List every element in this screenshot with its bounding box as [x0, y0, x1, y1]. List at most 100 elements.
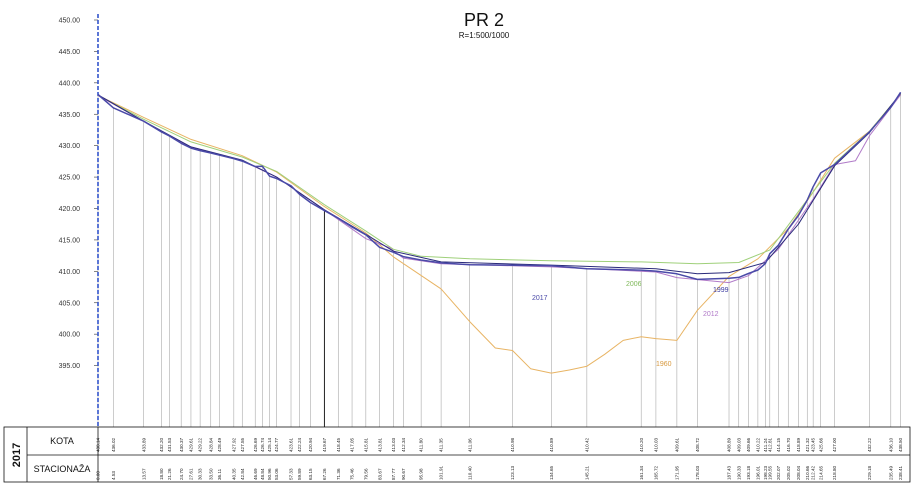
y-tick-label: 430.00 [59, 143, 81, 150]
kota-cell: 428.49 [217, 438, 222, 452]
kota-cell: 417.05 [350, 438, 355, 452]
kota-cell: 432.20 [159, 438, 164, 452]
kota-cell: 409.61 [675, 438, 680, 452]
y-tick-label: 395.00 [59, 363, 81, 370]
stacionaza-cell: 13.57 [141, 468, 146, 480]
y-tick-label: 420.00 [59, 206, 81, 213]
y-tick-label: 450.00 [59, 18, 81, 25]
y-tick-label: 400.00 [59, 332, 81, 339]
stacionaza-cell: 205.02 [786, 466, 791, 480]
kota-cell: 425.66 [818, 438, 823, 452]
stacionaza-cell: 134.65 [549, 466, 554, 480]
y-axis-tick-labels: 450.00 445.00 440.00 435.00 430.00 425.00 420.… [59, 18, 81, 371]
table-row-label-stacionaza: STACIONAŽA [34, 464, 91, 474]
y-tick-label: 435.00 [59, 112, 81, 119]
stacionaza-cell: 161.34 [639, 466, 644, 480]
stacionaza-cell: 30.33 [198, 468, 203, 480]
kota-cell: 427.92 [231, 438, 236, 452]
stacionaza-cell: 193.18 [746, 466, 751, 480]
kota-cell: 421.32 [805, 438, 810, 452]
stacionaza-cell: 178.03 [695, 466, 700, 480]
profile-lines [97, 91, 902, 374]
stacionaza-cell: 95.98 [419, 468, 424, 480]
stacionaza-cell: 57.33 [289, 468, 294, 480]
kota-cell: 431.53 [167, 438, 172, 452]
series-line-2017 [97, 91, 902, 281]
stacionaza-cell: 123.13 [510, 466, 515, 480]
y-tick-label: 415.00 [59, 237, 81, 244]
kota-cell: 438.50 [898, 438, 903, 452]
stacionaza-cell: 202.07 [776, 466, 781, 480]
stacionaza-cell: 208.04 [796, 466, 801, 480]
kota-cell: 423.61 [289, 438, 294, 452]
kota-cell: 410.98 [510, 438, 515, 452]
stacionaza-cell: 214.65 [818, 466, 823, 480]
kota-cell: 408.72 [695, 438, 700, 452]
stacionaza-cell: 63.15 [308, 468, 313, 480]
kota-cell: 408.89 [727, 438, 732, 452]
kota-cell: 436.10 [888, 438, 893, 452]
kota-cell: 410.42 [585, 438, 590, 452]
stacionaza-cell: 21.26 [167, 468, 172, 480]
y-tick-label: 405.00 [59, 300, 81, 307]
stacionaza-cell: 48.84 [260, 468, 265, 480]
kota-cell: 426.74 [260, 438, 265, 452]
series-label-2006: 2006 [626, 281, 642, 288]
series-line-2012 [97, 94, 901, 284]
kota-cell: 428.84 [208, 438, 213, 452]
stacionaza-cell: 46.69 [253, 468, 258, 480]
kota-cell: 415.81 [364, 438, 369, 452]
kota-cell: 411.06 [467, 438, 472, 452]
series-label-2012: 2012 [703, 311, 719, 318]
y-tick-label: 425.00 [59, 175, 81, 182]
kota-cell: 410.89 [549, 438, 554, 452]
stacionaza-cell: 83.67 [377, 468, 382, 480]
kota-cell: 423.45 [811, 438, 816, 452]
kota-cell: 409.03 [736, 438, 741, 452]
kota-cell: 427.55 [240, 438, 245, 452]
kota-cell: 411.24 [763, 438, 768, 452]
kota-cell: 409.66 [746, 438, 751, 452]
stacionaza-cell: 218.80 [832, 466, 837, 480]
kota-cell: 422.24 [297, 438, 302, 452]
stacionaza-cell: 36.11 [217, 468, 222, 480]
stacionaza-cell: 110.40 [467, 466, 472, 480]
series-label-1960: 1960 [656, 361, 672, 368]
kota-cell: 410.03 [654, 438, 659, 452]
kota-cell: 433.89 [141, 438, 146, 452]
stacionaza-cell: 24.70 [179, 468, 184, 480]
chart-title: PR 2 [464, 10, 504, 30]
stacionaza-cell: 199.55 [767, 466, 772, 480]
stacionaza-cell: 75.46 [350, 468, 355, 480]
kota-cell: 420.94 [308, 438, 313, 452]
kota-cell: 416.70 [786, 438, 791, 452]
kota-cell: 432.22 [867, 438, 872, 452]
stacionaza-cell: 59.89 [297, 468, 302, 480]
kota-cell: 413.03 [391, 438, 396, 452]
kota-cell: 411.80 [419, 438, 424, 452]
stacionaza-cell: 67.26 [322, 468, 327, 480]
y-tick-label: 410.00 [59, 269, 81, 276]
kota-cell: 430.37 [179, 438, 184, 452]
y-tick-label: 440.00 [59, 80, 81, 87]
kota-cell: 411.35 [439, 438, 444, 452]
stacionaza-cell: 196.01 [756, 466, 761, 480]
stacionaza-cell: 145.21 [585, 466, 590, 480]
stacionaza-cell: 4.53 [111, 471, 116, 480]
stacionaza-cell: 198.23 [763, 466, 768, 480]
kota-cell: 429.61 [189, 438, 194, 452]
kota-cell: 414.15 [776, 438, 781, 452]
kota-cell: 412.34 [401, 438, 406, 452]
kota-cell: 418.45 [336, 438, 341, 452]
stacionaza-cell: 53.06 [274, 468, 279, 480]
stacionaza-cell: 87.77 [391, 468, 396, 480]
stacionaza-cell: 50.96 [267, 468, 272, 480]
kota-cell: 427.00 [832, 438, 837, 452]
kota-cell: 413.81 [377, 438, 382, 452]
stacionaza-cell: 90.67 [401, 468, 406, 480]
stacionaza-cell: 171.95 [675, 466, 680, 480]
stacionaza-cell: 229.18 [867, 466, 872, 480]
kota-cell: 425.14 [267, 438, 272, 452]
series-label-1999: 1999 [713, 287, 729, 294]
stacionaza-cell: 210.66 [805, 466, 810, 480]
